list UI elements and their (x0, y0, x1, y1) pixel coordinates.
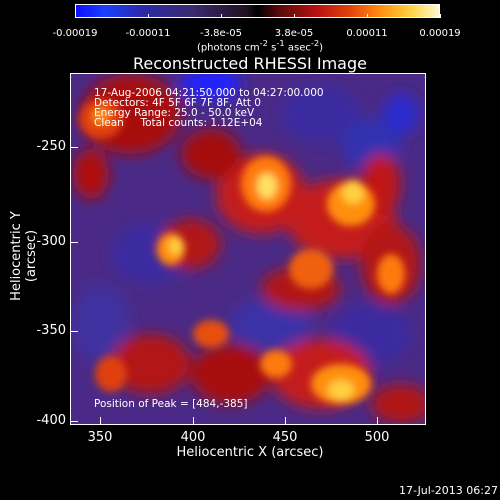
x-tick (100, 417, 101, 424)
info-line: Clean Total counts: 1.12E+04 (94, 117, 263, 129)
colorbar-tick (294, 14, 295, 18)
x-tick (377, 417, 378, 424)
info-line: 17-Aug-2006 04:21:50.000 to 04:27:00.000 (94, 87, 324, 99)
colorbar-tick-label: -3.8e-05 (200, 28, 242, 39)
image-plot-area: 17-Aug-2006 04:21:50.000 to 04:27:00.000… (70, 73, 426, 425)
colorbar-tick-label: -0.00019 (52, 28, 98, 39)
x-axis-title: Heliocentric X (arcsec) (176, 445, 324, 460)
info-line: Energy Range: 25.0 - 50.0 keV (94, 107, 255, 119)
colorbar-tick-label: 0.00019 (419, 28, 461, 39)
y-axis-title: Heliocentric Y (arcsec) (9, 211, 39, 301)
info-line: Detectors: 4F 5F 6F 7F 8F, Att 0 (94, 97, 261, 109)
colorbar-tick (367, 14, 368, 18)
y-tick-label: -400 (36, 413, 66, 428)
x-tick-label: 500 (364, 430, 390, 445)
colorbar-tick (75, 14, 76, 18)
colorbar-tick (148, 14, 149, 18)
observation-info: 17-Aug-2006 04:21:50.000 to 04:27:00.000… (94, 87, 324, 129)
timestamp: 17-Jul-2013 06:27 (398, 484, 498, 497)
y-tick-label: -350 (36, 323, 66, 338)
x-tick (285, 417, 286, 424)
colorbar-tick-label: 3.8e-05 (274, 28, 314, 39)
colorbar-tick (440, 14, 441, 18)
y-tick (71, 242, 78, 243)
y-tick (71, 421, 78, 422)
x-tick (193, 417, 194, 424)
x-tick-label: 350 (87, 430, 113, 445)
x-tick-label: 400 (180, 430, 206, 445)
colorbar-tick (221, 14, 222, 18)
colorbar (75, 4, 440, 18)
peak-position-text: Position of Peak = [484,-385] (94, 398, 248, 410)
x-tick-label: 450 (272, 430, 298, 445)
colorbar-tick-label: -0.00011 (125, 28, 171, 39)
y-tick-label: -300 (36, 234, 66, 249)
colorbar-tick-label: 0.00011 (346, 28, 388, 39)
y-tick (71, 331, 78, 332)
y-tick-label: -250 (36, 139, 66, 154)
y-tick (71, 147, 78, 148)
reconstructed-image (71, 74, 425, 424)
plot-title: Reconstructed RHESSI Image (133, 54, 367, 73)
colorbar-unit-label: (photons cm-2 s-1 asec-2) (196, 38, 324, 54)
